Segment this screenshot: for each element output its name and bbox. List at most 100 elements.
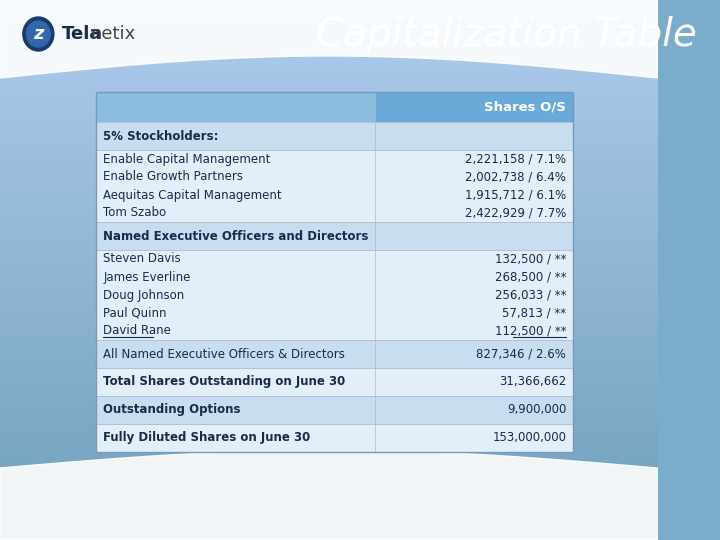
Bar: [0, 380, 657, 381]
Polygon shape: [0, 0, 657, 78]
Bar: [0, 492, 657, 493]
Bar: [0, 146, 657, 147]
Bar: [0, 334, 657, 335]
Bar: [0, 350, 657, 351]
Bar: [0, 156, 657, 157]
Bar: [0, 203, 657, 204]
Bar: [0, 487, 657, 488]
Text: 2,002,738 / 6.4%: 2,002,738 / 6.4%: [465, 171, 566, 184]
Bar: [0, 240, 657, 241]
Bar: [0, 305, 657, 306]
Bar: [0, 154, 657, 155]
Bar: [0, 462, 657, 463]
Bar: [0, 71, 657, 72]
Bar: [0, 503, 657, 504]
Bar: [0, 504, 657, 505]
Bar: [0, 392, 657, 393]
Bar: [0, 81, 657, 82]
Bar: [0, 194, 657, 195]
Bar: [0, 361, 657, 362]
Bar: [0, 187, 657, 188]
Bar: [0, 150, 657, 151]
Bar: [0, 178, 657, 179]
Bar: [0, 499, 657, 500]
Bar: [0, 358, 657, 359]
Bar: [0, 430, 657, 431]
Bar: [0, 400, 657, 401]
Bar: [0, 472, 657, 473]
Bar: [0, 86, 657, 87]
Bar: [0, 66, 657, 67]
Bar: [0, 63, 657, 64]
Bar: [0, 14, 657, 15]
Bar: [0, 160, 657, 161]
Bar: [0, 135, 657, 136]
Bar: [0, 496, 657, 497]
Bar: [0, 60, 657, 61]
Bar: [0, 20, 657, 21]
Bar: [0, 412, 657, 413]
Bar: [0, 54, 657, 55]
Bar: [0, 182, 657, 183]
Bar: [0, 294, 657, 295]
Bar: [0, 485, 657, 486]
Bar: [0, 189, 657, 190]
Bar: [0, 321, 657, 322]
Bar: [0, 495, 657, 496]
Bar: [0, 422, 657, 423]
Text: Shares O/S: Shares O/S: [485, 100, 566, 113]
Text: 112,500 / **: 112,500 / **: [495, 325, 566, 338]
Bar: [0, 518, 657, 519]
Bar: [0, 510, 657, 511]
Bar: [0, 435, 657, 436]
Bar: [0, 40, 657, 41]
Bar: [0, 404, 657, 405]
Bar: [0, 436, 657, 437]
Bar: [0, 438, 657, 439]
Bar: [0, 99, 657, 100]
Bar: [0, 525, 657, 526]
Bar: [0, 476, 657, 477]
Bar: [0, 266, 657, 267]
Bar: [0, 125, 657, 126]
Bar: [0, 52, 657, 53]
Bar: [0, 456, 657, 457]
Bar: [96, 122, 574, 150]
Bar: [0, 355, 657, 356]
Bar: [0, 310, 657, 311]
Bar: [0, 524, 657, 525]
Bar: [0, 218, 657, 219]
Bar: [0, 122, 657, 123]
Bar: [0, 339, 657, 340]
Bar: [0, 5, 657, 6]
Bar: [0, 103, 657, 104]
Bar: [0, 383, 657, 384]
Bar: [0, 46, 657, 47]
Bar: [0, 303, 657, 304]
Bar: [0, 307, 657, 308]
Polygon shape: [0, 450, 657, 540]
Bar: [0, 208, 657, 209]
Bar: [0, 370, 657, 371]
Bar: [0, 376, 657, 377]
Bar: [0, 381, 657, 382]
Bar: [0, 128, 657, 129]
Bar: [0, 72, 657, 73]
Bar: [0, 269, 657, 270]
Bar: [0, 273, 657, 274]
Bar: [0, 220, 657, 221]
Bar: [0, 24, 657, 25]
Bar: [0, 157, 657, 158]
Bar: [0, 130, 657, 131]
Bar: [0, 50, 657, 51]
Bar: [0, 414, 657, 415]
Bar: [0, 443, 657, 444]
Bar: [0, 354, 657, 355]
Bar: [0, 8, 657, 9]
Bar: [0, 164, 657, 165]
Bar: [0, 491, 657, 492]
Text: Named Executive Officers and Directors: Named Executive Officers and Directors: [103, 230, 369, 242]
Text: 268,500 / **: 268,500 / **: [495, 271, 566, 284]
Bar: [0, 344, 657, 345]
Bar: [0, 90, 657, 91]
